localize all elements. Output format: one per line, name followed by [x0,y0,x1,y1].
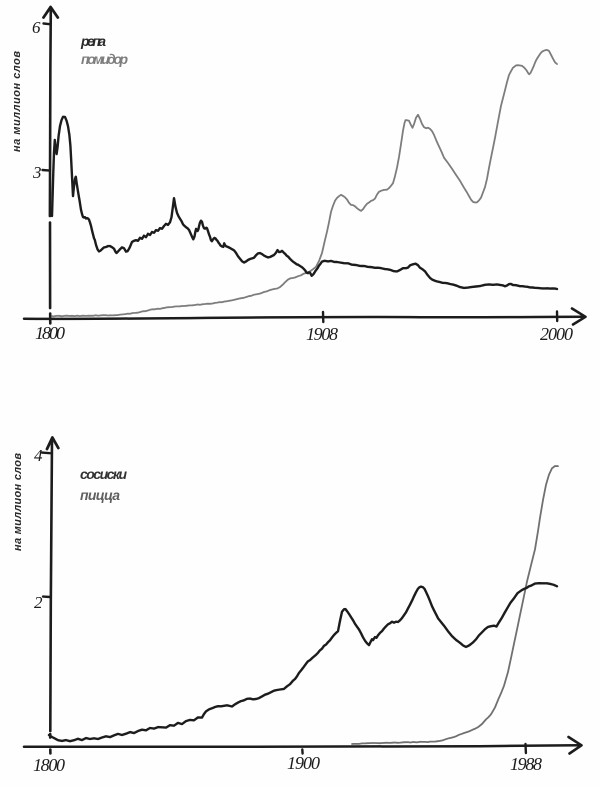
svg-text:2: 2 [34,593,43,612]
svg-text:2000: 2000 [540,324,573,344]
svg-text:помидор: помидор [81,51,128,67]
svg-text:1800: 1800 [35,323,65,343]
svg-text:на миллион слов: на миллион слов [12,453,24,551]
svg-text:6: 6 [32,18,41,37]
svg-text:репа: репа [80,33,106,49]
svg-text:3: 3 [32,163,42,182]
svg-text:на миллион слов: на миллион слов [11,51,23,152]
svg-text:4: 4 [34,446,43,465]
svg-text:1988: 1988 [510,754,542,774]
svg-text:сосиски: сосиски [80,466,127,482]
svg-text:1800: 1800 [33,755,65,775]
svg-text:1900: 1900 [287,753,320,773]
svg-text:1908: 1908 [306,324,338,344]
svg-text:пицца: пицца [80,487,120,503]
